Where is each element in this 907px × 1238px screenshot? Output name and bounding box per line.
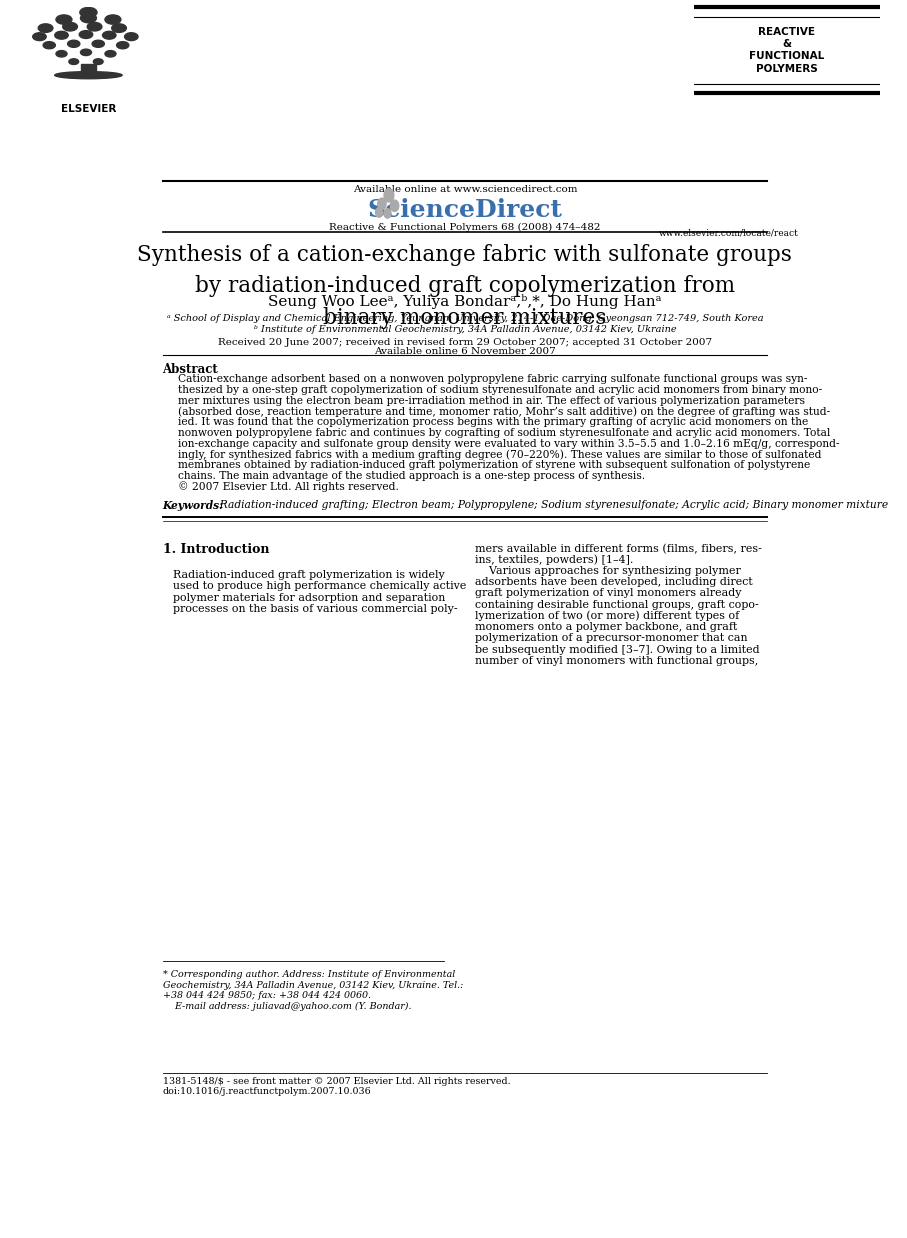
Text: Seung Woo Leeᵃ, Yuliya Bondarᵃ,ᵇ,*, Do Hung Hanᵃ: Seung Woo Leeᵃ, Yuliya Bondarᵃ,ᵇ,*, Do H… (268, 295, 661, 310)
Text: Keywords:: Keywords: (162, 500, 224, 510)
Text: mer mixtures using the electron beam pre-irradiation method in air. The effect o: mer mixtures using the electron beam pre… (178, 396, 805, 406)
Text: ᵃ School of Display and Chemical Engineering, Yeungnam University, 214-1 Dae-Don: ᵃ School of Display and Chemical Enginee… (167, 314, 763, 323)
Text: Reactive & Functional Polymers 68 (2008) 474–482: Reactive & Functional Polymers 68 (2008)… (329, 223, 600, 232)
Text: mers available in different forms (films, fibers, res-: mers available in different forms (films… (475, 543, 762, 553)
Text: Received 20 June 2007; received in revised form 29 October 2007; accepted 31 Oct: Received 20 June 2007; received in revis… (218, 338, 712, 347)
Circle shape (124, 32, 138, 41)
Circle shape (56, 51, 67, 57)
Circle shape (44, 42, 55, 48)
Text: Available online at www.sciencedirect.com: Available online at www.sciencedirect.co… (353, 184, 577, 194)
Text: lymerization of two (or more) different types of: lymerization of two (or more) different … (475, 610, 739, 621)
Text: * Corresponding author. Address: Institute of Environmental: * Corresponding author. Address: Institu… (162, 971, 454, 979)
Text: ᵇ Institute of Environmental Geochemistry, 34A Palladin Avenue, 03142 Kiev, Ukra: ᵇ Institute of Environmental Geochemistr… (254, 324, 676, 334)
Circle shape (80, 7, 97, 17)
Text: membranes obtained by radiation-induced graft polymerization of styrene with sub: membranes obtained by radiation-induced … (178, 459, 810, 470)
Text: be subsequently modified [3–7]. Owing to a limited: be subsequently modified [3–7]. Owing to… (475, 645, 760, 655)
Text: (absorbed dose, reaction temperature and time, monomer ratio, Mohr’s salt additi: (absorbed dose, reaction temperature and… (178, 406, 830, 417)
Text: processes on the basis of various commercial poly-: processes on the basis of various commer… (173, 604, 458, 614)
Circle shape (105, 15, 121, 25)
Circle shape (87, 22, 102, 31)
Text: ied. It was found that the copolymerization process begins with the primary graf: ied. It was found that the copolymerizat… (178, 417, 808, 427)
Text: © 2007 Elsevier Ltd. All rights reserved.: © 2007 Elsevier Ltd. All rights reserved… (178, 482, 399, 491)
Text: ELSEVIER: ELSEVIER (61, 104, 116, 114)
Circle shape (384, 209, 391, 218)
Circle shape (81, 50, 92, 56)
Text: Synthesis of a cation-exchange fabric with sulfonate groups
by radiation-induced: Synthesis of a cation-exchange fabric wi… (137, 244, 793, 328)
Circle shape (93, 58, 103, 64)
Text: +38 044 424 9850; fax: +38 044 424 0060.: +38 044 424 9850; fax: +38 044 424 0060. (162, 992, 371, 1000)
Text: polymer materials for adsorption and separation: polymer materials for adsorption and sep… (173, 593, 445, 603)
Circle shape (63, 22, 77, 31)
Circle shape (112, 24, 126, 32)
Text: polymerization of a precursor-monomer that can: polymerization of a precursor-monomer th… (475, 634, 748, 644)
Text: Radiation-induced grafting; Electron beam; Polypropylene; Sodium styrenesulfonat: Radiation-induced grafting; Electron bea… (213, 500, 888, 510)
Circle shape (68, 40, 80, 47)
Text: Geochemistry, 34A Palladin Avenue, 03142 Kiev, Ukraine. Tel.:: Geochemistry, 34A Palladin Avenue, 03142… (162, 980, 463, 989)
Text: adsorbents have been developed, including direct: adsorbents have been developed, includin… (475, 577, 753, 587)
Text: monomers onto a polymer backbone, and graft: monomers onto a polymer backbone, and gr… (475, 623, 737, 633)
Text: thesized by a one-step graft copolymerization of sodium styrenesulfonate and acr: thesized by a one-step graft copolymeriz… (178, 385, 823, 395)
Circle shape (56, 15, 72, 25)
Text: number of vinyl monomers with functional groups,: number of vinyl monomers with functional… (475, 656, 758, 666)
Circle shape (117, 42, 129, 48)
Text: used to produce high performance chemically active: used to produce high performance chemica… (173, 582, 466, 592)
Text: graft polymerization of vinyl monomers already: graft polymerization of vinyl monomers a… (475, 588, 742, 598)
Text: 1381-5148/$ - see front matter © 2007 Elsevier Ltd. All rights reserved.: 1381-5148/$ - see front matter © 2007 El… (162, 1077, 511, 1086)
Text: Cation-exchange adsorbent based on a nonwoven polypropylene fabric carrying sulf: Cation-exchange adsorbent based on a non… (178, 374, 807, 385)
Text: Available online 6 November 2007: Available online 6 November 2007 (374, 347, 556, 355)
Circle shape (79, 31, 93, 38)
Circle shape (38, 24, 53, 32)
Circle shape (54, 31, 68, 40)
Text: 1. Introduction: 1. Introduction (162, 543, 269, 556)
Text: doi:10.1016/j.reactfunctpolym.2007.10.036: doi:10.1016/j.reactfunctpolym.2007.10.03… (162, 1087, 371, 1096)
Text: Various approaches for synthesizing polymer: Various approaches for synthesizing poly… (475, 566, 741, 576)
Circle shape (69, 58, 79, 64)
Text: ion-exchange capacity and sulfonate group density were evaluated to vary within : ion-exchange capacity and sulfonate grou… (178, 438, 840, 448)
Text: www.elsevier.com/locate/react: www.elsevier.com/locate/react (658, 229, 798, 238)
Circle shape (33, 32, 46, 41)
Circle shape (102, 31, 116, 40)
Circle shape (384, 188, 394, 202)
Circle shape (93, 40, 104, 47)
Text: ScienceDirect: ScienceDirect (367, 198, 562, 222)
Bar (81, 64, 96, 76)
Text: containing desirable functional groups, graft copo-: containing desirable functional groups, … (475, 599, 759, 609)
Ellipse shape (54, 72, 122, 79)
Text: Abstract: Abstract (162, 363, 219, 376)
Circle shape (375, 208, 383, 217)
Circle shape (390, 201, 399, 212)
Text: E-mail address: juliavad@yahoo.com (Y. Bondar).: E-mail address: juliavad@yahoo.com (Y. B… (162, 1002, 411, 1011)
Text: REACTIVE
&
FUNCTIONAL
POLYMERS: REACTIVE & FUNCTIONAL POLYMERS (749, 26, 824, 74)
Text: nonwoven polypropylene fabric and continues by cografting of sodium styrenesulfo: nonwoven polypropylene fabric and contin… (178, 428, 831, 438)
Text: chains. The main advantage of the studied approach is a one-step process of synt: chains. The main advantage of the studie… (178, 470, 645, 480)
Text: Radiation-induced graft polymerization is widely: Radiation-induced graft polymerization i… (173, 569, 444, 581)
Circle shape (81, 14, 96, 22)
Circle shape (105, 51, 116, 57)
Text: ingly, for synthesized fabrics with a medium grafting degree (70–220%). These va: ingly, for synthesized fabrics with a me… (178, 449, 822, 459)
Circle shape (377, 198, 386, 209)
Text: ins, textiles, powders) [1–4].: ins, textiles, powders) [1–4]. (475, 555, 634, 566)
